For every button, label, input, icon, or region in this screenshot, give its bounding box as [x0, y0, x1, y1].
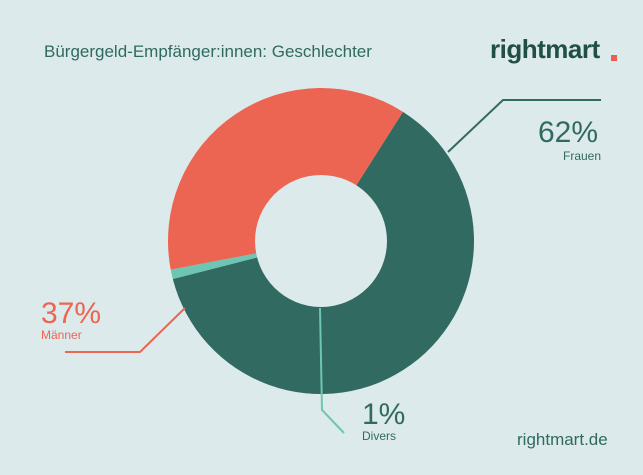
leader-line-divers: [319, 307, 345, 434]
donut-hole: [255, 175, 387, 307]
value-label-divers: 1%: [362, 398, 405, 431]
chart-title: Bürgergeld-Empfänger:innen: Geschlechter: [44, 42, 372, 61]
series-label-maenner: Männer: [41, 328, 82, 342]
value-label-maenner: 37%: [41, 297, 101, 330]
value-label-frauen: 62%: [538, 116, 598, 149]
pie-slice-maenner: [168, 88, 403, 270]
series-label-frauen: Frauen: [563, 149, 601, 163]
leader-line-maenner: [65, 307, 186, 353]
leader-line-frauen: [447, 99, 601, 153]
brand-logo: rightmart: [490, 34, 600, 64]
series-label-divers: Divers: [362, 429, 396, 443]
brand-logo-dot: [611, 55, 617, 61]
footer-site-link[interactable]: rightmart.de: [517, 430, 608, 449]
